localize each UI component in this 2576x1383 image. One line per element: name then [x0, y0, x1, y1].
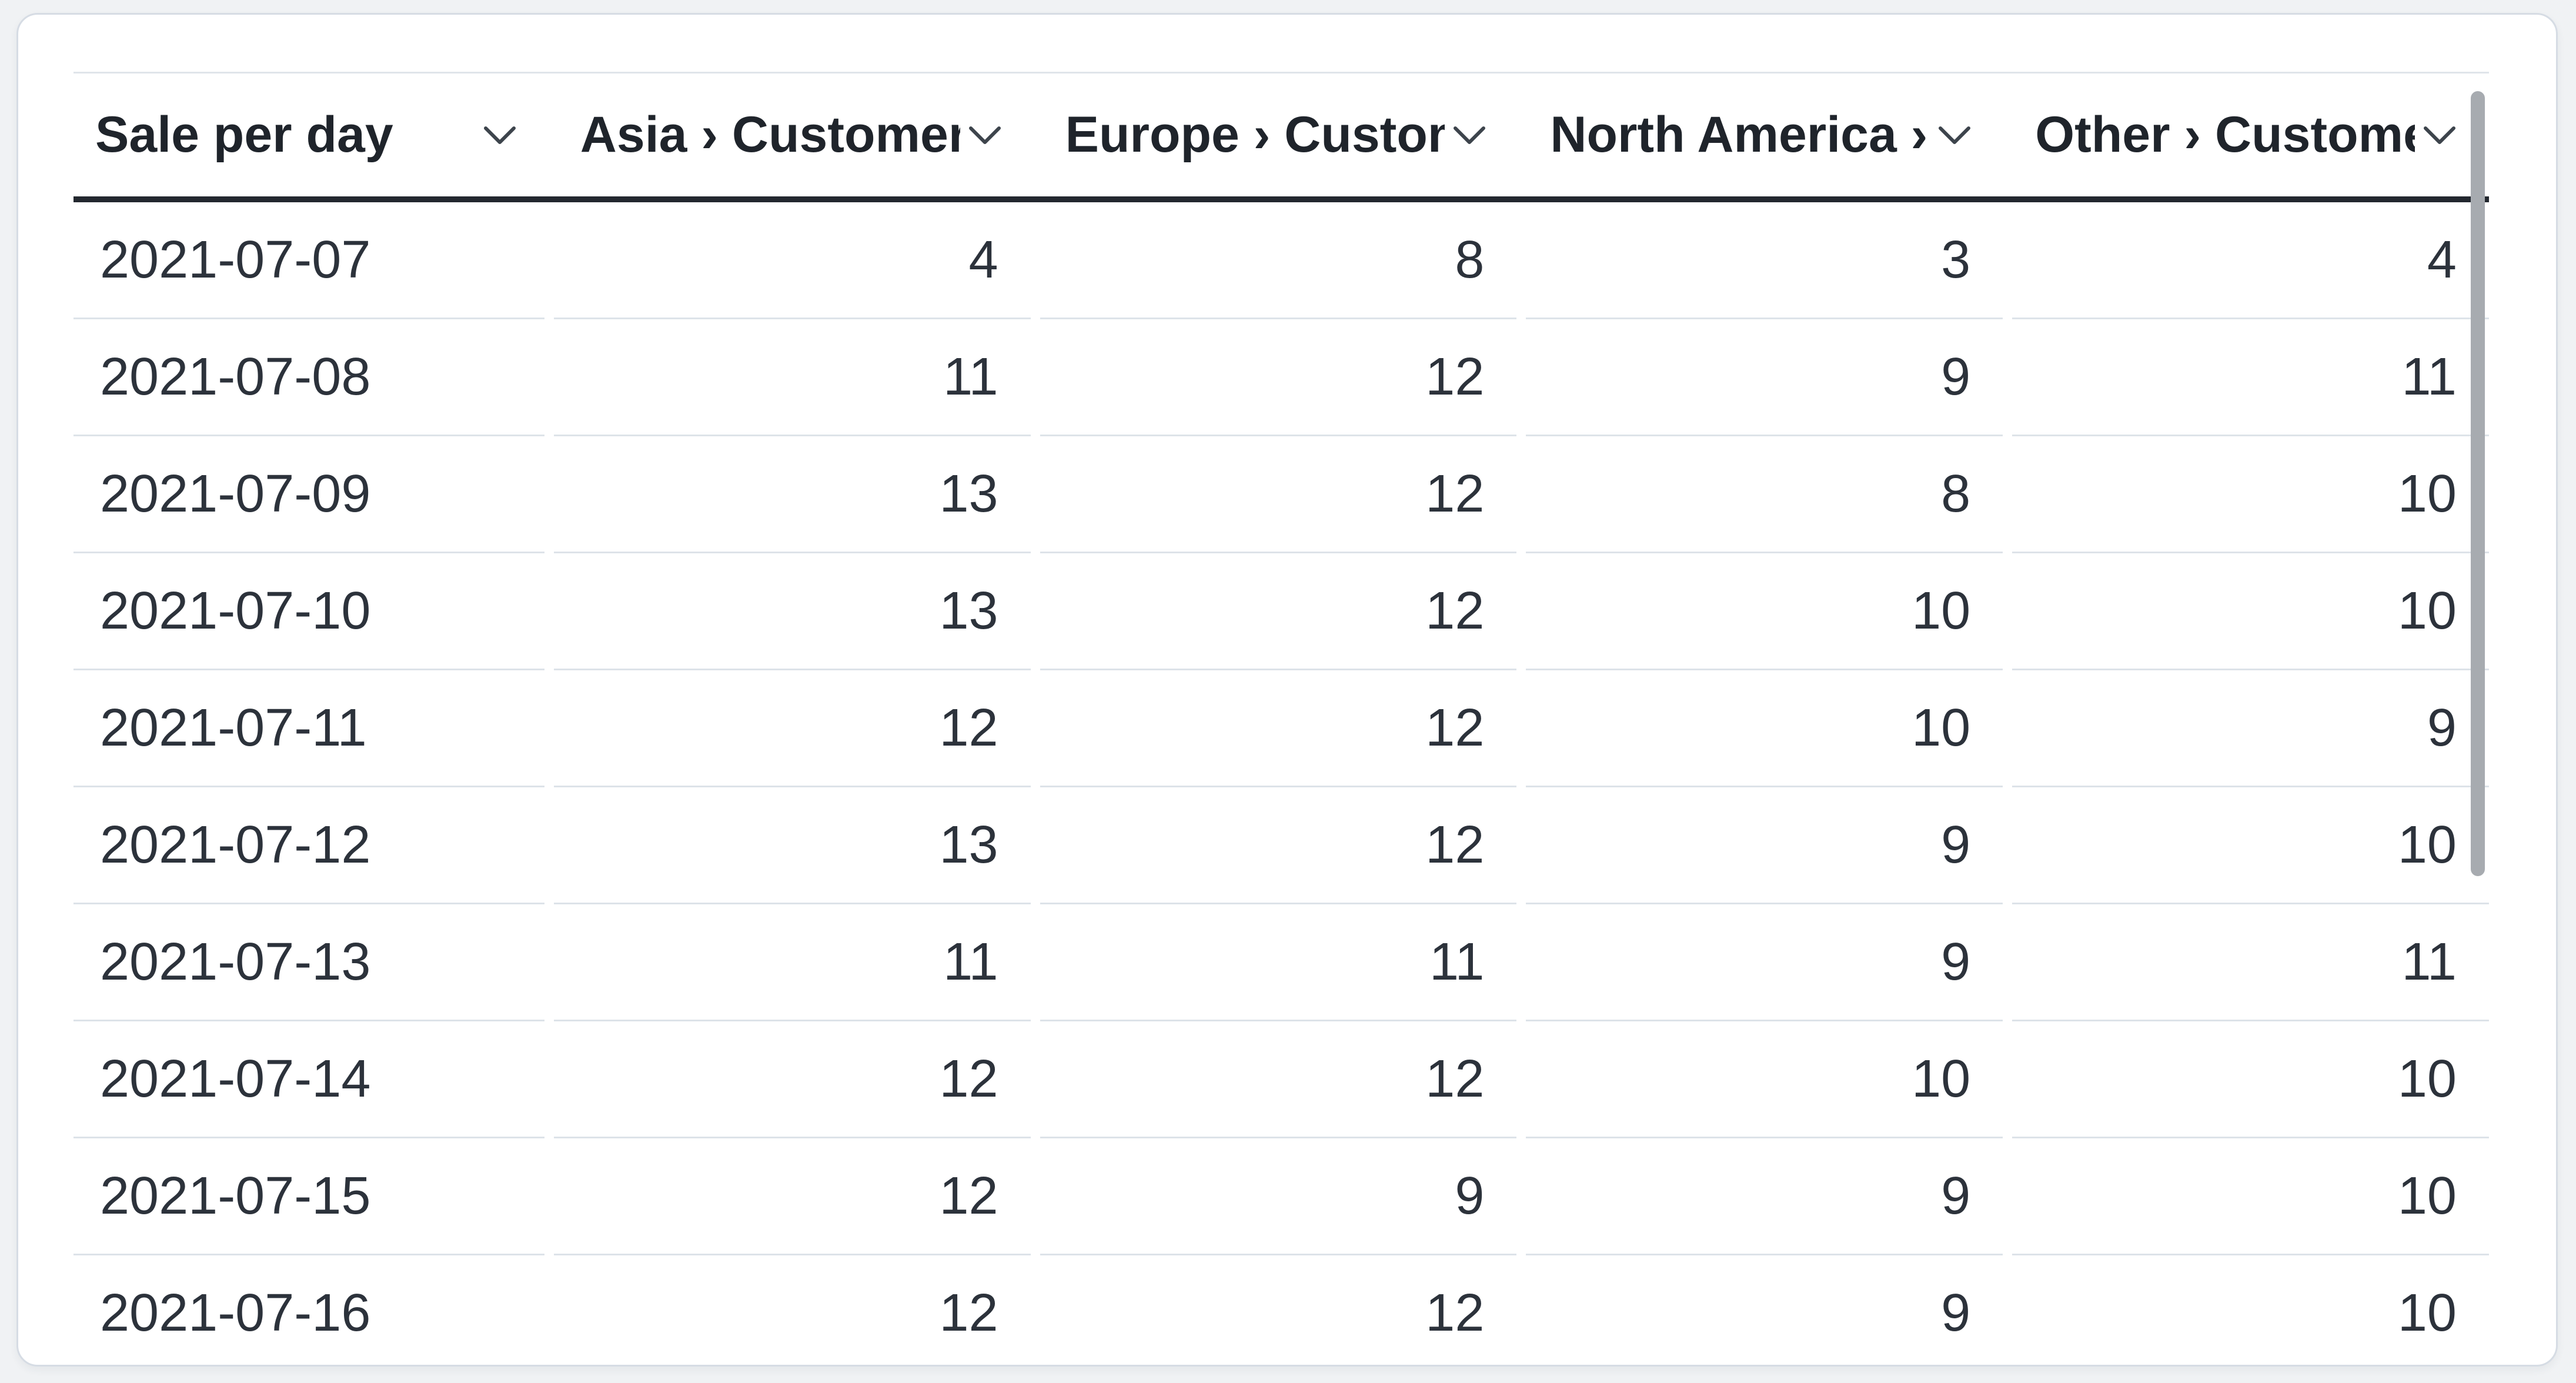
value-cell[interactable]: 10 [2012, 1021, 2489, 1138]
column-header-label: Other › Customers [2035, 106, 2415, 163]
table-row: 2021-07-15 12 9 9 10 [73, 1138, 2489, 1255]
value-cell[interactable]: 8 [1040, 202, 1517, 319]
date-cell[interactable]: 2021-07-12 [73, 787, 544, 904]
value-cell[interactable]: 12 [1040, 670, 1517, 787]
value-cell[interactable]: 12 [553, 670, 1031, 787]
value-cell[interactable]: 9 [1526, 904, 2003, 1021]
date-cell[interactable]: 2021-07-11 [73, 670, 544, 787]
chevron-down-icon[interactable] [483, 125, 516, 145]
value-cell[interactable]: 12 [1040, 553, 1517, 670]
vertical-scrollbar-thumb[interactable] [2471, 91, 2485, 876]
value-cell[interactable]: 12 [1040, 436, 1517, 553]
chevron-down-icon[interactable] [1453, 125, 1486, 145]
table-body: 2021-07-07 4 8 3 4 2021-07-08 11 12 9 11… [73, 202, 2489, 1365]
value-cell[interactable]: 12 [1040, 1255, 1517, 1365]
value-cell[interactable]: 9 [1526, 1138, 2003, 1255]
value-cell[interactable]: 9 [1040, 1138, 1517, 1255]
date-cell[interactable]: 2021-07-09 [73, 436, 544, 553]
table-row: 2021-07-16 12 12 9 10 [73, 1255, 2489, 1365]
value-cell[interactable]: 12 [1040, 787, 1517, 904]
date-cell[interactable]: 2021-07-16 [73, 1255, 544, 1365]
value-cell[interactable]: 12 [1040, 1021, 1517, 1138]
value-cell[interactable]: 10 [2012, 1255, 2489, 1365]
column-header-other-customers[interactable]: Other › Customers [2013, 106, 2489, 164]
chevron-down-icon[interactable] [1938, 125, 1971, 145]
date-cell[interactable]: 2021-07-07 [73, 202, 544, 319]
column-header-label: Europe › Customers [1065, 106, 1445, 163]
column-header-europe-customers[interactable]: Europe › Customers [1044, 106, 1519, 164]
date-cell[interactable]: 2021-07-15 [73, 1138, 544, 1255]
value-cell[interactable]: 13 [553, 787, 1031, 904]
value-cell[interactable]: 10 [2012, 787, 2489, 904]
date-cell[interactable]: 2021-07-13 [73, 904, 544, 1021]
date-cell[interactable]: 2021-07-14 [73, 1021, 544, 1138]
table-row: 2021-07-10 13 12 10 10 [73, 553, 2489, 670]
value-cell[interactable]: 9 [1526, 1255, 2003, 1365]
date-cell[interactable]: 2021-07-10 [73, 553, 544, 670]
table-row: 2021-07-13 11 11 9 11 [73, 904, 2489, 1021]
table-row: 2021-07-09 13 12 8 10 [73, 436, 2489, 553]
value-cell[interactable]: 4 [553, 202, 1031, 319]
chevron-down-icon[interactable] [968, 125, 1001, 145]
table-row: 2021-07-08 11 12 9 11 [73, 319, 2489, 436]
value-cell[interactable]: 12 [1040, 319, 1517, 436]
value-cell[interactable]: 13 [553, 553, 1031, 670]
table-card: Sale per day Asia › Customers Europe › C… [16, 13, 2558, 1367]
table-row: 2021-07-11 12 12 10 9 [73, 670, 2489, 787]
value-cell[interactable]: 4 [2012, 202, 2489, 319]
table-header-row: Sale per day Asia › Customers Europe › C… [73, 72, 2489, 202]
value-cell[interactable]: 10 [2012, 1138, 2489, 1255]
sales-table: Sale per day Asia › Customers Europe › C… [73, 72, 2489, 1365]
column-header-label: Asia › Customers [580, 106, 960, 163]
column-header-sale-per-day[interactable]: Sale per day [73, 106, 549, 164]
value-cell[interactable]: 3 [1526, 202, 2003, 319]
value-cell[interactable]: 11 [553, 904, 1031, 1021]
value-cell[interactable]: 12 [553, 1138, 1031, 1255]
table-row: 2021-07-07 4 8 3 4 [73, 202, 2489, 319]
value-cell[interactable]: 11 [553, 319, 1031, 436]
value-cell[interactable]: 12 [553, 1021, 1031, 1138]
value-cell[interactable]: 10 [2012, 436, 2489, 553]
value-cell[interactable]: 10 [1526, 553, 2003, 670]
table-row: 2021-07-14 12 12 10 10 [73, 1021, 2489, 1138]
value-cell[interactable]: 9 [1526, 319, 2003, 436]
column-header-label: North America › Customers [1550, 106, 1930, 163]
date-cell[interactable]: 2021-07-08 [73, 319, 544, 436]
value-cell[interactable]: 10 [2012, 553, 2489, 670]
value-cell[interactable]: 9 [2012, 670, 2489, 787]
value-cell[interactable]: 13 [553, 436, 1031, 553]
value-cell[interactable]: 10 [1526, 670, 2003, 787]
value-cell[interactable]: 12 [554, 1255, 1031, 1365]
column-header-label: Sale per day [95, 106, 393, 163]
column-header-north-america-customers[interactable]: North America › Customers [1528, 106, 2004, 164]
value-cell[interactable]: 11 [1040, 904, 1517, 1021]
chevron-down-icon[interactable] [2423, 125, 2456, 145]
value-cell[interactable]: 10 [1526, 1021, 2003, 1138]
value-cell[interactable]: 11 [2012, 904, 2489, 1021]
value-cell[interactable]: 11 [2012, 319, 2489, 436]
value-cell[interactable]: 9 [1526, 787, 2003, 904]
value-cell[interactable]: 8 [1526, 436, 2003, 553]
table-row: 2021-07-12 13 12 9 10 [73, 787, 2489, 904]
column-header-asia-customers[interactable]: Asia › Customers [559, 106, 1034, 164]
